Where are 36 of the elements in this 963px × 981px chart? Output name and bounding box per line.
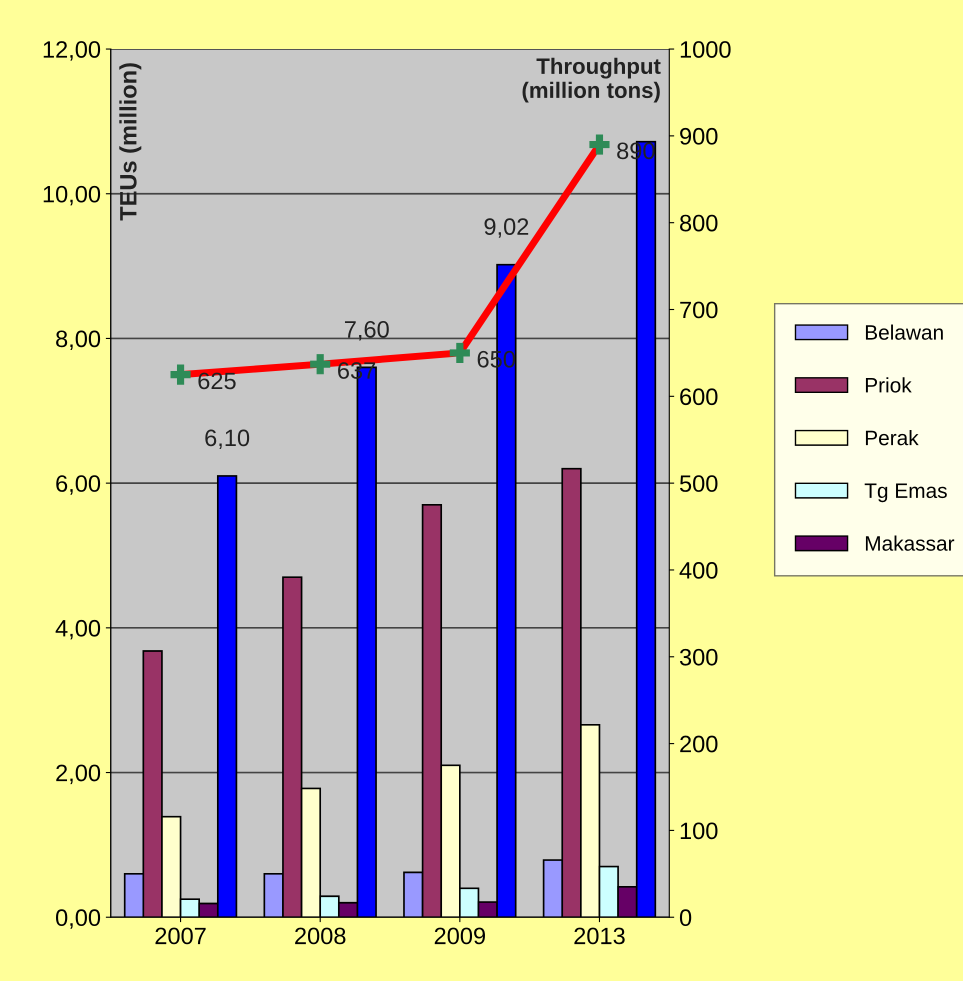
legend-label: Perak [866,430,919,446]
y2-tick-label: 500 [680,475,718,492]
data-label: 625 [198,372,236,390]
data-label: 650 [478,350,515,368]
data-label: 6,10 [205,430,250,450]
y2-tick-label: 700 [680,302,718,318]
y-tick-label: 8,00 [56,330,100,350]
data-label: 637 [338,362,376,379]
y2-tick-label: 100 [680,822,718,840]
x-tick-label: 2008 [295,928,346,944]
y2-tick-label: 800 [680,214,718,232]
data-label: 9,02 [484,218,528,238]
y2-tick-label: 400 [680,562,718,579]
y-tick-label: 4,00 [56,620,100,640]
y-axis-title: TEUs (million) [119,63,142,221]
legend-label: Makassar [866,536,954,551]
data-label: 890 [617,142,655,160]
legend-label: Tg Emas [864,484,947,502]
y2-axis-title: Throughput (million tons) [522,58,661,102]
legend-label: Priok [866,377,912,393]
y-tick-label: 0,00 [56,909,100,929]
y2-tick-label: 0 [680,909,692,926]
y2-tick-label: 900 [680,128,718,145]
y-tick-label: 10,00 [44,186,100,206]
x-tick-label: 2009 [434,928,485,944]
y2-tick-label: 200 [680,736,718,752]
x-tick-label: 2007 [155,928,206,944]
data-label: 7,60 [344,321,389,341]
x-tick-label: 2013 [574,928,625,944]
y2-tick-label: 600 [680,388,718,406]
y2-tick-label: 1000 [680,41,731,58]
y-tick-label: 2,00 [56,764,100,784]
legend-label: Belawan [866,324,943,340]
y-tick-label: 12,00 [44,41,100,61]
y-tick-label: 6,00 [56,475,100,495]
y2-tick-label: 300 [680,648,718,666]
